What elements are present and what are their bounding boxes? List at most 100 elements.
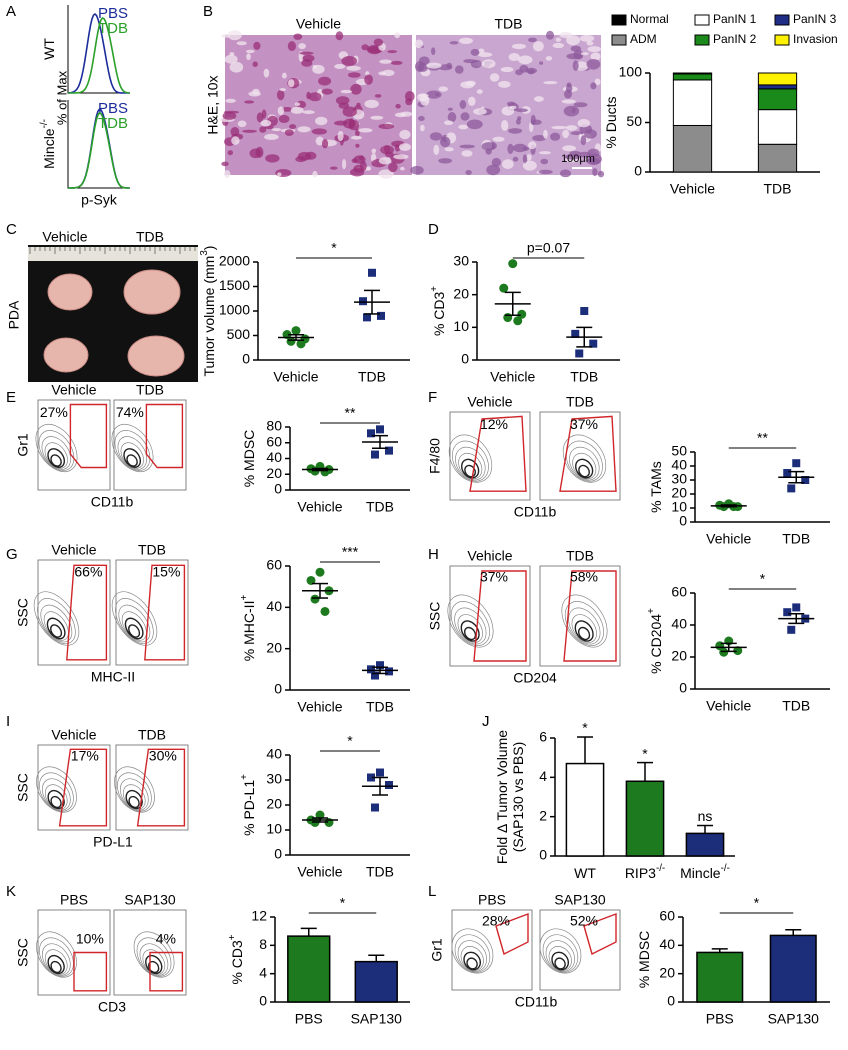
tissue-texture bbox=[431, 47, 436, 55]
tissue-texture bbox=[586, 157, 601, 166]
significance-label: * bbox=[760, 571, 766, 587]
bar bbox=[769, 934, 817, 1003]
tissue-texture bbox=[378, 157, 392, 165]
flow-contour bbox=[460, 946, 484, 971]
flow-gate bbox=[136, 748, 186, 827]
tissue-texture bbox=[528, 37, 537, 43]
text-part: Mincle bbox=[680, 865, 721, 881]
gate-percent: 30% bbox=[149, 748, 177, 764]
flow-contour bbox=[119, 778, 149, 811]
tissue-texture bbox=[388, 162, 398, 173]
tissue-texture bbox=[227, 30, 242, 41]
ruler bbox=[28, 247, 198, 261]
x-tick-label: TDB bbox=[782, 698, 810, 714]
condition-label: TDB bbox=[138, 542, 166, 558]
tissue-texture bbox=[550, 132, 561, 141]
data-point bbox=[385, 781, 393, 789]
tissue-texture bbox=[417, 62, 428, 72]
tissue-texture bbox=[348, 72, 361, 78]
flow-gate bbox=[495, 912, 529, 956]
tissue-texture bbox=[438, 158, 453, 164]
bar-segment bbox=[757, 109, 798, 145]
x-tick-label: TDB bbox=[764, 181, 792, 197]
flow-contour bbox=[447, 594, 494, 648]
tissue-texture bbox=[278, 115, 290, 123]
panel-label: D bbox=[428, 221, 439, 238]
y-axis-label: % Ducts bbox=[603, 96, 619, 148]
data-point bbox=[503, 313, 513, 323]
tissue-texture bbox=[297, 151, 312, 161]
tissue-texture bbox=[592, 168, 598, 177]
tissue-texture bbox=[438, 86, 448, 92]
tumor bbox=[127, 335, 185, 377]
panel-label: H bbox=[428, 546, 439, 563]
tissue-texture bbox=[371, 148, 377, 154]
data-point bbox=[801, 476, 810, 484]
tissue-texture bbox=[224, 54, 238, 64]
text-part: Mincle bbox=[41, 128, 57, 169]
flow-contour bbox=[142, 949, 166, 975]
bar bbox=[287, 935, 331, 1003]
tissue-texture bbox=[515, 108, 528, 113]
tissue-texture bbox=[334, 120, 348, 126]
y-tick-label: 0 bbox=[274, 681, 282, 697]
data-point bbox=[377, 311, 385, 320]
y-tick-label: 500 bbox=[227, 326, 251, 342]
gate-percent: 15% bbox=[152, 563, 180, 579]
tissue-texture bbox=[566, 84, 573, 93]
tissue-texture bbox=[394, 32, 401, 39]
y-tick-label: 50 bbox=[671, 443, 687, 459]
legend-label: TDB bbox=[98, 20, 128, 37]
tissue-texture bbox=[511, 43, 526, 50]
superscript: + bbox=[239, 595, 250, 601]
flow-contour bbox=[569, 446, 600, 481]
tissue-texture bbox=[498, 80, 511, 88]
data-point bbox=[371, 671, 379, 680]
panel-label: G bbox=[6, 546, 18, 563]
condition-label: SAP130 bbox=[124, 892, 176, 908]
condition-label: PBS bbox=[60, 892, 88, 908]
flow-contour bbox=[561, 594, 608, 648]
tissue-texture bbox=[260, 119, 272, 127]
flow-contour bbox=[128, 624, 141, 638]
tissue-texture bbox=[515, 69, 523, 76]
x-tick-label: TDB bbox=[366, 864, 394, 880]
tissue-texture bbox=[559, 31, 573, 39]
x-tick-label: TDB bbox=[570, 369, 598, 385]
flow-contour bbox=[38, 430, 75, 471]
tissue-texture bbox=[594, 78, 601, 86]
tissue-texture bbox=[315, 136, 324, 146]
histogram-curve bbox=[68, 112, 130, 189]
tissue-texture bbox=[277, 106, 285, 116]
bar-segment bbox=[757, 84, 798, 90]
significance-label: *** bbox=[342, 544, 359, 560]
tissue-texture bbox=[420, 124, 425, 132]
data-point bbox=[575, 349, 584, 358]
gate-percent: 37% bbox=[480, 569, 508, 585]
y-tick-label: 0 bbox=[274, 846, 282, 862]
tissue-texture bbox=[459, 144, 475, 149]
x-axis-label: PD-L1 bbox=[93, 834, 133, 850]
flow-contour bbox=[47, 954, 65, 975]
tissue-texture bbox=[390, 60, 403, 65]
tumor bbox=[47, 273, 93, 311]
condition-label: TDB bbox=[566, 394, 594, 410]
tissue-texture bbox=[586, 59, 601, 70]
data-point bbox=[571, 329, 580, 338]
y-tick-label: 1000 bbox=[219, 302, 250, 318]
tissue-texture bbox=[301, 59, 313, 67]
tissue-texture bbox=[543, 129, 548, 139]
tissue-texture bbox=[346, 65, 361, 71]
condition-label: Vehicle bbox=[467, 394, 512, 410]
y-tick-label: 30 bbox=[671, 471, 687, 487]
flow-contour bbox=[463, 626, 477, 641]
data-point bbox=[517, 309, 527, 319]
text-part: ) bbox=[201, 246, 217, 251]
y-tick-label: 80 bbox=[266, 418, 282, 434]
tissue-texture bbox=[350, 168, 365, 177]
y-axis-label: Gr1 bbox=[15, 433, 31, 457]
data-point bbox=[359, 297, 367, 306]
panel-label: E bbox=[6, 389, 16, 406]
text-part: Fold Δ Tumor Volume bbox=[494, 730, 510, 864]
